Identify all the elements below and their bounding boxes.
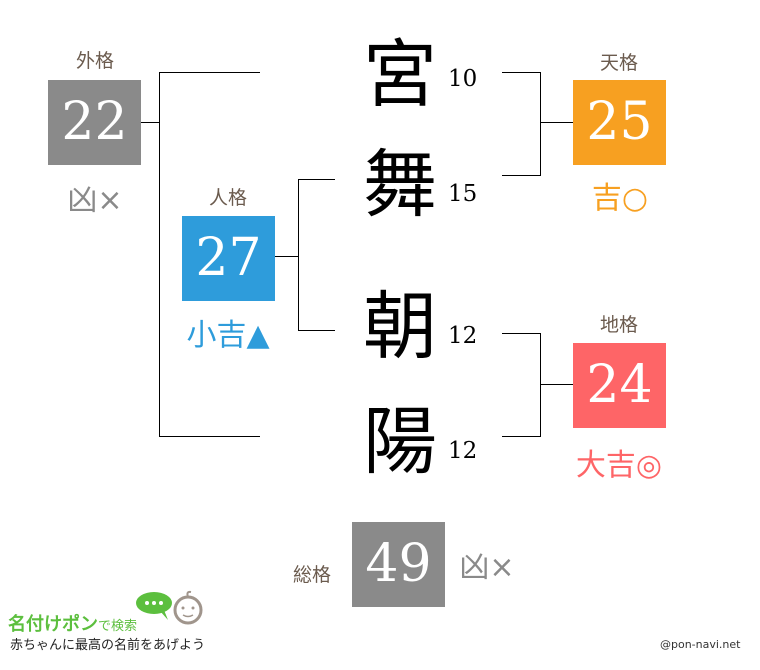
connector-line bbox=[298, 179, 335, 180]
connector-line bbox=[540, 72, 541, 176]
tenkaku-value: 25 bbox=[573, 80, 666, 165]
chikaku-value: 24 bbox=[573, 343, 666, 428]
connector-line bbox=[141, 122, 159, 123]
stroke-count: 12 bbox=[448, 438, 478, 464]
chikaku-label: 地格 bbox=[599, 314, 638, 336]
connector-line bbox=[298, 179, 299, 331]
connector-line bbox=[159, 72, 160, 437]
stroke-count: 15 bbox=[448, 181, 478, 207]
name-char: 舞 bbox=[363, 142, 437, 228]
connector-line bbox=[540, 384, 573, 385]
jinkaku-value: 27 bbox=[182, 216, 275, 301]
logo-brand-text: 名付けポン bbox=[8, 614, 98, 635]
connector-line bbox=[159, 72, 260, 73]
logo-brand: 名付けポンで検索 bbox=[8, 610, 137, 636]
gaikaku-label: 外格 bbox=[75, 50, 114, 72]
gaikaku-value: 22 bbox=[48, 80, 141, 165]
connector-line bbox=[540, 122, 573, 123]
stroke-count: 10 bbox=[448, 66, 478, 92]
logo-suffix: で検索 bbox=[98, 619, 138, 634]
name-char: 陽 bbox=[363, 399, 437, 485]
baby-speech-icon bbox=[136, 590, 203, 625]
connector-line bbox=[502, 72, 540, 73]
connector-line bbox=[540, 333, 541, 437]
soukaku-value: 49 bbox=[352, 522, 445, 607]
logo-tagline: 赤ちゃんに最高の名前をあげよう bbox=[10, 638, 206, 653]
connector-line bbox=[502, 333, 540, 334]
tenkaku-result: 吉○ bbox=[591, 181, 649, 216]
connector-line bbox=[502, 436, 540, 437]
soukaku-result: 凶× bbox=[459, 550, 515, 585]
connector-line bbox=[502, 175, 540, 176]
gaikaku-result: 凶× bbox=[67, 183, 123, 218]
name-char: 宮 bbox=[363, 32, 437, 118]
connector-line bbox=[275, 256, 298, 257]
jinkaku-result: 小吉▲ bbox=[186, 318, 270, 353]
stroke-count: 12 bbox=[448, 323, 478, 349]
soukaku-label: 総格 bbox=[292, 564, 331, 586]
connector-line bbox=[159, 436, 260, 437]
jinkaku-label: 人格 bbox=[208, 187, 247, 209]
name-char: 朝 bbox=[363, 284, 437, 370]
connector-line bbox=[298, 330, 335, 331]
chikaku-result: 大吉◎ bbox=[575, 448, 663, 483]
tenkaku-label: 天格 bbox=[599, 52, 638, 74]
credit: @pon-navi.net bbox=[660, 638, 741, 651]
